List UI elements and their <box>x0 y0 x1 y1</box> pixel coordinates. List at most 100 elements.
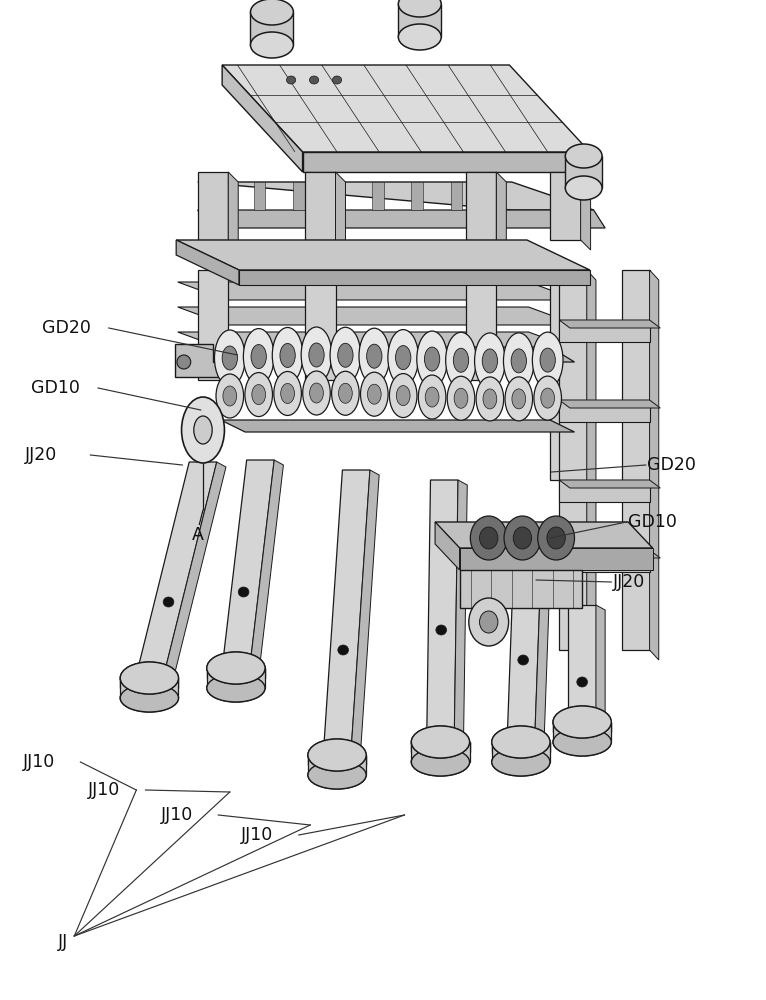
Text: GD20: GD20 <box>42 319 91 337</box>
Ellipse shape <box>424 347 440 371</box>
Ellipse shape <box>541 388 555 408</box>
Text: JJ20: JJ20 <box>25 446 57 464</box>
Ellipse shape <box>512 389 525 409</box>
Polygon shape <box>411 742 470 762</box>
Polygon shape <box>176 240 239 285</box>
Ellipse shape <box>286 76 296 84</box>
Ellipse shape <box>252 385 266 405</box>
Ellipse shape <box>272 327 303 383</box>
Text: GD20: GD20 <box>647 456 696 474</box>
Ellipse shape <box>207 652 265 684</box>
Polygon shape <box>550 270 581 480</box>
Ellipse shape <box>540 348 555 372</box>
Polygon shape <box>492 742 550 762</box>
Polygon shape <box>222 65 303 172</box>
Ellipse shape <box>505 377 532 421</box>
Ellipse shape <box>411 726 470 758</box>
Ellipse shape <box>503 333 534 389</box>
Ellipse shape <box>332 76 342 84</box>
Ellipse shape <box>273 371 301 415</box>
Ellipse shape <box>250 0 293 25</box>
Polygon shape <box>228 172 238 250</box>
Ellipse shape <box>547 527 565 549</box>
Polygon shape <box>587 270 596 660</box>
Polygon shape <box>559 320 650 342</box>
Polygon shape <box>250 12 293 45</box>
Ellipse shape <box>222 346 237 370</box>
Ellipse shape <box>368 384 381 404</box>
Ellipse shape <box>483 389 497 409</box>
Polygon shape <box>308 755 366 765</box>
Polygon shape <box>559 480 650 502</box>
Polygon shape <box>198 210 605 228</box>
Polygon shape <box>650 270 659 660</box>
Ellipse shape <box>504 516 541 560</box>
Ellipse shape <box>411 748 470 776</box>
Ellipse shape <box>251 345 267 369</box>
Ellipse shape <box>480 611 498 633</box>
Ellipse shape <box>565 176 602 200</box>
Polygon shape <box>553 722 611 732</box>
Polygon shape <box>507 530 542 742</box>
Ellipse shape <box>163 597 174 607</box>
Ellipse shape <box>120 662 178 694</box>
Ellipse shape <box>418 375 446 419</box>
Ellipse shape <box>308 761 366 789</box>
Ellipse shape <box>303 371 330 415</box>
Ellipse shape <box>367 344 382 368</box>
Polygon shape <box>308 755 366 775</box>
Polygon shape <box>293 182 305 210</box>
Ellipse shape <box>238 587 249 597</box>
Polygon shape <box>178 307 578 325</box>
Polygon shape <box>559 550 650 572</box>
Polygon shape <box>553 722 611 742</box>
Ellipse shape <box>308 739 366 771</box>
Polygon shape <box>559 320 660 328</box>
Text: GD10: GD10 <box>628 513 677 531</box>
Polygon shape <box>460 548 653 570</box>
Ellipse shape <box>534 376 561 420</box>
Polygon shape <box>581 172 591 250</box>
Ellipse shape <box>553 706 611 738</box>
Ellipse shape <box>436 625 447 635</box>
Ellipse shape <box>411 748 470 776</box>
Polygon shape <box>596 605 605 727</box>
Polygon shape <box>565 156 602 188</box>
Polygon shape <box>550 172 581 240</box>
Ellipse shape <box>538 516 574 560</box>
Ellipse shape <box>388 330 418 386</box>
Polygon shape <box>492 742 550 752</box>
Polygon shape <box>559 270 587 650</box>
Ellipse shape <box>309 343 324 367</box>
Polygon shape <box>398 4 441 37</box>
Polygon shape <box>535 530 552 747</box>
Ellipse shape <box>453 348 469 372</box>
Text: JJ: JJ <box>57 933 67 951</box>
Ellipse shape <box>454 388 468 408</box>
Ellipse shape <box>483 349 498 373</box>
Ellipse shape <box>532 332 563 388</box>
Ellipse shape <box>398 24 441 50</box>
Ellipse shape <box>280 383 294 403</box>
Ellipse shape <box>120 684 178 712</box>
Ellipse shape <box>447 376 475 420</box>
Text: GD10: GD10 <box>31 379 80 397</box>
Ellipse shape <box>245 373 273 417</box>
Ellipse shape <box>395 346 411 370</box>
Ellipse shape <box>207 652 265 684</box>
Ellipse shape <box>182 397 224 463</box>
Ellipse shape <box>207 674 265 702</box>
Polygon shape <box>198 172 228 240</box>
Polygon shape <box>175 344 222 377</box>
Ellipse shape <box>553 728 611 756</box>
Ellipse shape <box>338 343 353 367</box>
Polygon shape <box>198 270 228 380</box>
Polygon shape <box>176 240 590 270</box>
Ellipse shape <box>411 726 470 758</box>
Polygon shape <box>559 400 650 422</box>
Ellipse shape <box>417 331 447 387</box>
Polygon shape <box>178 282 578 300</box>
Ellipse shape <box>214 330 245 386</box>
Ellipse shape <box>565 144 602 168</box>
Polygon shape <box>250 460 283 673</box>
